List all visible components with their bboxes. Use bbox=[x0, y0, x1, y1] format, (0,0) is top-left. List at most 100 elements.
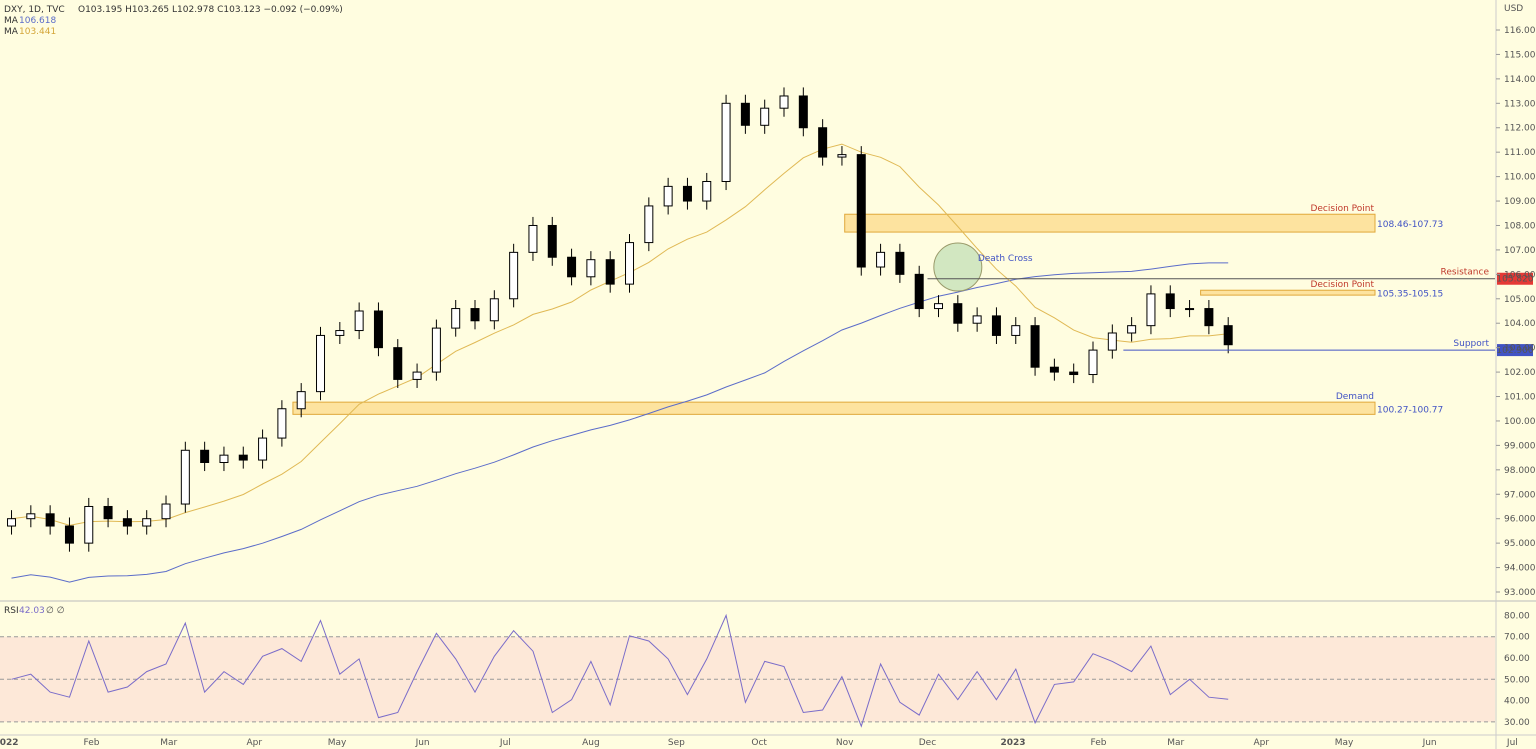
candle-body bbox=[142, 518, 152, 527]
price-tick-label: 95.000 bbox=[1504, 539, 1536, 549]
candle-body bbox=[567, 256, 577, 278]
price-tick-label: 100.000 bbox=[1504, 417, 1536, 427]
level-tag bbox=[1497, 272, 1533, 285]
candle-body bbox=[1107, 332, 1117, 351]
candle-body bbox=[489, 298, 499, 322]
level-tag bbox=[1497, 344, 1533, 357]
time-tick-label: Sep bbox=[668, 738, 685, 748]
candle-body bbox=[45, 513, 55, 527]
candle-body bbox=[200, 449, 210, 463]
price-tick-label: 93.000 bbox=[1504, 588, 1536, 598]
price-tick-label: 111.000 bbox=[1504, 148, 1536, 158]
candle-body bbox=[605, 259, 615, 285]
time-tick-label: Mar bbox=[1167, 738, 1184, 748]
axis-layer: 116.000 115.000 114.000 113.000 112.000 111.0… bbox=[0, 26, 1536, 748]
candle-body bbox=[953, 303, 963, 324]
candle-body bbox=[760, 107, 770, 126]
candle-body bbox=[103, 505, 113, 520]
candle-body bbox=[837, 154, 847, 158]
price-tick-label: 109.000 bbox=[1504, 197, 1536, 207]
price-tick-label: 114.000 bbox=[1504, 75, 1536, 85]
candle-body bbox=[373, 310, 383, 349]
candle-body bbox=[644, 205, 654, 244]
rsi-tick-label: 30.00 bbox=[1504, 718, 1530, 728]
candle-body bbox=[895, 251, 905, 275]
symbol-label: DXY, 1D, TVC bbox=[4, 5, 65, 15]
rsi-tick-label: 40.00 bbox=[1504, 697, 1530, 707]
candle-body bbox=[354, 310, 364, 332]
candle-body bbox=[258, 437, 268, 461]
time-tick-label: Jul bbox=[1506, 738, 1518, 748]
ma-fast-value: 103.441 bbox=[19, 27, 56, 37]
candle-body bbox=[451, 308, 461, 329]
price-tick-label: 113.000 bbox=[1504, 99, 1536, 109]
candle-body bbox=[818, 127, 828, 158]
candle-body bbox=[393, 347, 403, 380]
zone-label: Decision Point bbox=[1310, 204, 1374, 214]
price-tick-label: 99.000 bbox=[1504, 441, 1536, 451]
ma-slow-value: 106.618 bbox=[19, 16, 56, 26]
price-tick-label: 108.000 bbox=[1504, 221, 1536, 231]
zone-range-label: 105.35-105.15 bbox=[1377, 290, 1443, 300]
time-tick-label: Oct bbox=[751, 738, 767, 748]
candle-body bbox=[1049, 366, 1059, 373]
price-tick-label: 116.000 bbox=[1504, 26, 1536, 36]
price-tick-label: 110.000 bbox=[1504, 173, 1536, 183]
time-tick-label: Feb bbox=[84, 738, 100, 748]
price-tick-label: 107.000 bbox=[1504, 246, 1536, 256]
price-tick-label: 101.000 bbox=[1504, 393, 1536, 403]
candle-body bbox=[1165, 293, 1175, 310]
candle-body bbox=[180, 449, 190, 505]
candle-body bbox=[991, 315, 1001, 336]
candle-body bbox=[64, 525, 74, 544]
candle-body bbox=[876, 251, 886, 268]
rsi-tick-label: 70.00 bbox=[1504, 633, 1530, 643]
time-tick-label: Nov bbox=[836, 738, 854, 748]
ma-fast-line bbox=[11, 143, 1229, 526]
candle-body bbox=[721, 102, 731, 182]
candles-layer bbox=[7, 87, 1233, 552]
price-tick-label: 96.000 bbox=[1504, 515, 1536, 525]
candle-body bbox=[277, 408, 287, 439]
candle-body bbox=[663, 185, 673, 207]
price-tick-label: 98.000 bbox=[1504, 466, 1536, 476]
time-tick-label: Aug bbox=[582, 738, 600, 748]
candle-body bbox=[316, 334, 326, 393]
ma-slow-label: MA bbox=[4, 16, 19, 26]
candle-body bbox=[1223, 325, 1233, 346]
candle-body bbox=[779, 95, 789, 109]
candle-body bbox=[509, 251, 519, 300]
price-tick-label: 115.000 bbox=[1504, 50, 1536, 60]
rsi-tick-label: 60.00 bbox=[1504, 654, 1530, 664]
time-tick-label: Jul bbox=[499, 738, 511, 748]
candle-body bbox=[161, 503, 171, 520]
zone-rect bbox=[292, 401, 1376, 415]
rsi-band bbox=[0, 636, 1495, 722]
time-tick-label: Apr bbox=[1254, 738, 1270, 748]
ma-fast-label: MA bbox=[4, 27, 19, 37]
candle-body bbox=[856, 154, 866, 268]
price-tick-label: 102.000 bbox=[1504, 368, 1536, 378]
level-label: Support bbox=[1453, 339, 1489, 349]
candle-body bbox=[914, 273, 924, 310]
levels-layer: Resistance 105.820 Support 102.900 bbox=[927, 268, 1534, 357]
time-tick-label: 2023 bbox=[1000, 738, 1025, 748]
candle-body bbox=[528, 224, 538, 253]
candle-body bbox=[934, 303, 944, 310]
rsi-extra: ∅ ∅ bbox=[46, 606, 65, 616]
candle-body bbox=[1088, 349, 1098, 376]
time-tick-label: May bbox=[328, 738, 347, 748]
candle-body bbox=[798, 95, 808, 129]
candle-body bbox=[84, 505, 94, 544]
candle-body bbox=[470, 308, 480, 322]
zone-label: Decision Point bbox=[1310, 280, 1374, 290]
candle-body bbox=[122, 518, 132, 527]
candle-body bbox=[972, 315, 982, 324]
price-tick-label: 104.000 bbox=[1504, 319, 1536, 329]
candle-body bbox=[740, 102, 750, 126]
price-tick-label: 97.000 bbox=[1504, 490, 1536, 500]
time-tick-label: May bbox=[1335, 738, 1354, 748]
candle-body bbox=[1204, 308, 1214, 327]
